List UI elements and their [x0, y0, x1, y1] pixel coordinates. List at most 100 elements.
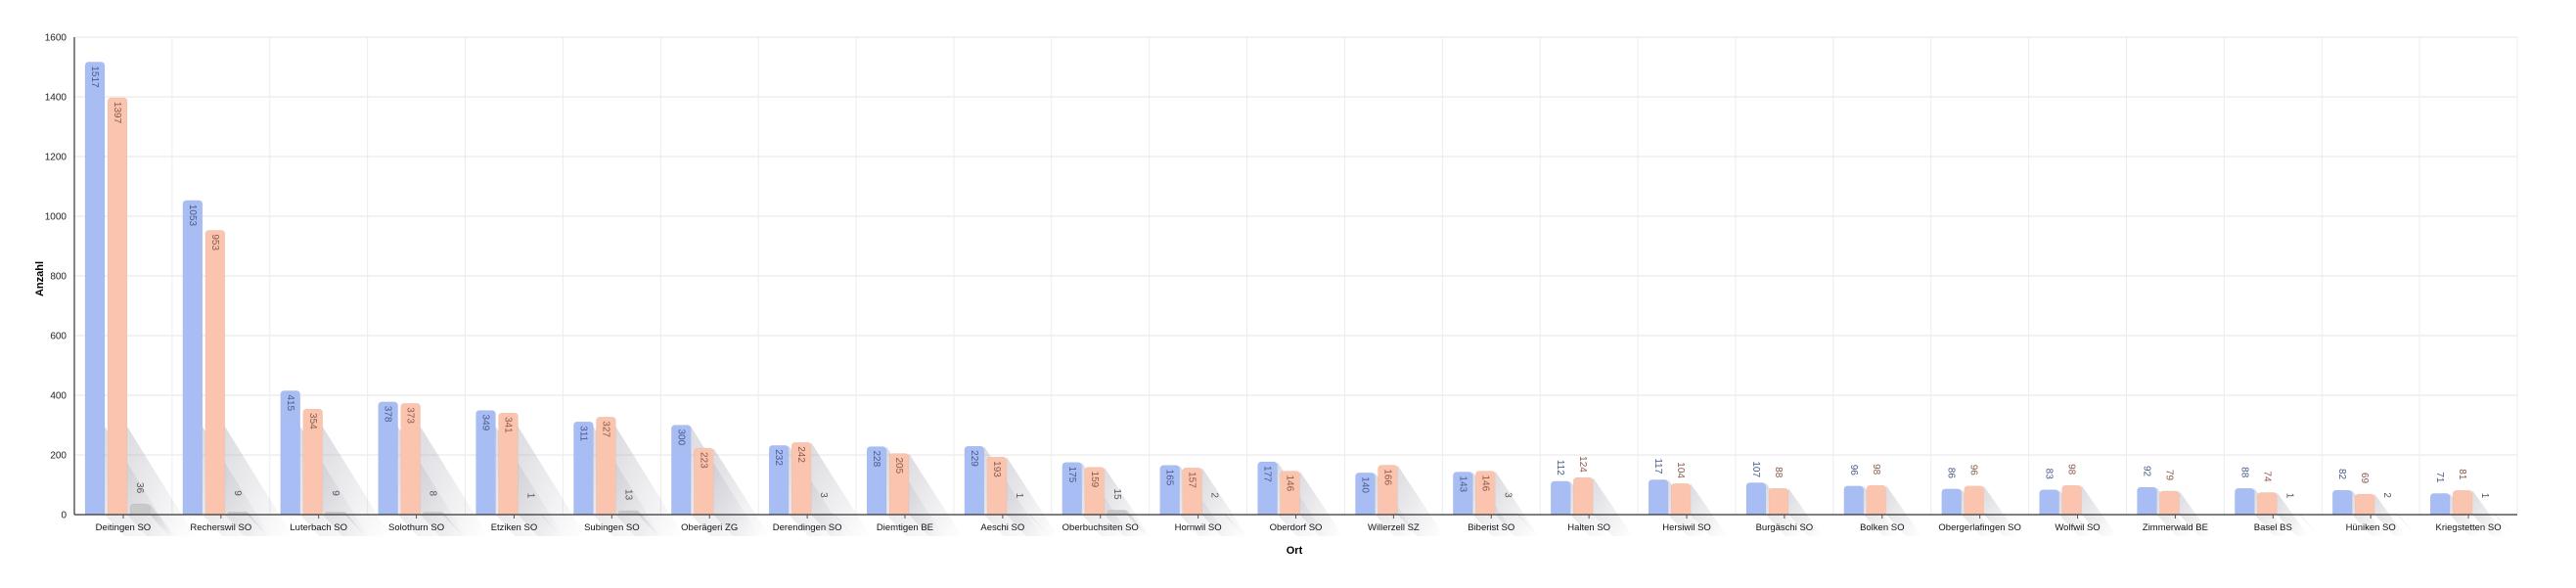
y-tick-label: 400	[50, 391, 67, 402]
bar	[1964, 485, 1985, 516]
bar-shadow	[1787, 488, 1823, 536]
bar-shadow	[322, 427, 391, 536]
bar	[1378, 465, 1398, 516]
bar	[227, 511, 249, 516]
data-label: 378	[383, 406, 393, 423]
bar	[2159, 490, 2180, 516]
data-label: 112	[1555, 460, 1565, 475]
bar-shadow	[2397, 514, 2418, 536]
bar	[423, 512, 443, 516]
bar	[400, 402, 421, 516]
bar	[1768, 487, 1789, 516]
x-tick-label: Zimmerwald BE	[2143, 522, 2208, 533]
x-tick-label: Hersiwil SO	[1662, 522, 1711, 533]
bar-shadow	[540, 514, 562, 536]
data-label: 88	[1773, 467, 1784, 478]
data-label: 15	[1111, 488, 1122, 500]
bar	[1159, 465, 1180, 516]
bar	[1745, 482, 1767, 516]
bar-shadow	[1224, 514, 1245, 536]
data-label: 83	[2044, 469, 2055, 480]
x-tick-label: Aeschi SO	[980, 522, 1024, 533]
y-tick-label: 1000	[45, 212, 68, 223]
x-tick-label: Halten SO	[1567, 522, 1610, 533]
bar	[866, 446, 887, 516]
data-label: 205	[893, 457, 904, 474]
bar	[280, 390, 301, 516]
bar-shadow	[420, 427, 489, 536]
bar-shadow	[2299, 514, 2320, 536]
bar	[325, 511, 346, 516]
data-label: 1053	[187, 204, 198, 227]
bar	[618, 510, 639, 516]
y-tick-label: 1600	[45, 33, 68, 44]
bar	[1941, 488, 1963, 516]
data-label: 1	[2283, 493, 2294, 499]
bar	[964, 445, 985, 516]
grid	[73, 36, 2518, 516]
bar	[670, 425, 692, 516]
data-label: 69	[2359, 473, 2370, 484]
data-label: 88	[2238, 467, 2249, 478]
data-label: 71	[2434, 472, 2445, 483]
x-tick-label: Etziken SO	[491, 522, 538, 533]
bar-shadow	[150, 504, 176, 536]
x-tick-label: Wolfwil SO	[2055, 522, 2100, 533]
y-tick-label: 1200	[45, 153, 68, 163]
data-label: 13	[622, 489, 633, 501]
bar-shadow	[1593, 477, 1634, 536]
data-label: 193	[991, 461, 1002, 477]
data-label: 159	[1089, 472, 1100, 488]
bar-shadow	[1495, 471, 1539, 536]
data-label: 98	[1871, 464, 1881, 475]
bar-shadow	[2156, 486, 2192, 536]
bar-shadow	[2081, 485, 2118, 536]
bar-shadow	[1983, 485, 2019, 536]
bar-shadow	[1006, 457, 1059, 536]
bar-shadow	[2374, 493, 2406, 536]
data-label: 9	[330, 490, 340, 496]
data-label: 1	[2479, 493, 2490, 499]
bar	[204, 230, 226, 516]
bar	[2429, 493, 2451, 516]
x-tick-label: Bolken SO	[1860, 522, 1904, 533]
bar	[475, 410, 496, 516]
data-label: 311	[577, 426, 588, 441]
data-label: 341	[503, 417, 514, 433]
data-label: 96	[1848, 465, 1859, 476]
y-tick-label: 200	[50, 451, 67, 462]
bar	[1182, 467, 1202, 516]
y-tick-label: 800	[50, 272, 67, 283]
bar	[1648, 479, 1669, 516]
bar	[378, 401, 398, 516]
data-label: 166	[1381, 469, 1392, 485]
bar	[498, 412, 519, 516]
x-axis-title: Ort	[1287, 545, 1303, 557]
data-label: 74	[2261, 471, 2272, 482]
data-label: 104	[1675, 462, 1686, 478]
y-tick-label: 0	[61, 511, 67, 521]
bar-shadow	[1126, 510, 1150, 536]
bar	[1084, 467, 1106, 516]
x-tick-label: Deitingen SO	[96, 522, 152, 533]
bar	[1280, 471, 1300, 516]
bar-shadow	[1885, 485, 1922, 536]
bar-shadow	[1201, 468, 1248, 536]
bar	[1866, 484, 1887, 516]
data-label: 3	[1502, 492, 1513, 498]
data-label: 82	[2336, 469, 2347, 480]
x-tick-label: Oberägeri ZG	[681, 522, 738, 533]
bar	[1572, 476, 1594, 516]
bar	[2039, 489, 2059, 516]
x-tick-label: Willerzell SZ	[1368, 522, 1420, 533]
bar-shadow	[615, 427, 684, 536]
data-label: 124	[1577, 456, 1588, 473]
bar-shadow	[1299, 471, 1344, 536]
bar	[768, 444, 790, 516]
data-label: 140	[1359, 476, 1370, 493]
bar-shadow	[1397, 465, 1445, 536]
x-tick-label: Hüniken SO	[2346, 522, 2396, 533]
bar	[1550, 480, 1571, 516]
